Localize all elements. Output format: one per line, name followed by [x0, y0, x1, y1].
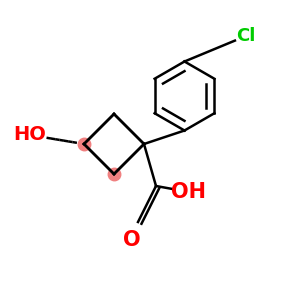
Text: Cl: Cl [236, 27, 256, 45]
Text: O: O [123, 230, 141, 250]
Text: OH: OH [172, 182, 206, 202]
Text: HO: HO [14, 125, 46, 145]
